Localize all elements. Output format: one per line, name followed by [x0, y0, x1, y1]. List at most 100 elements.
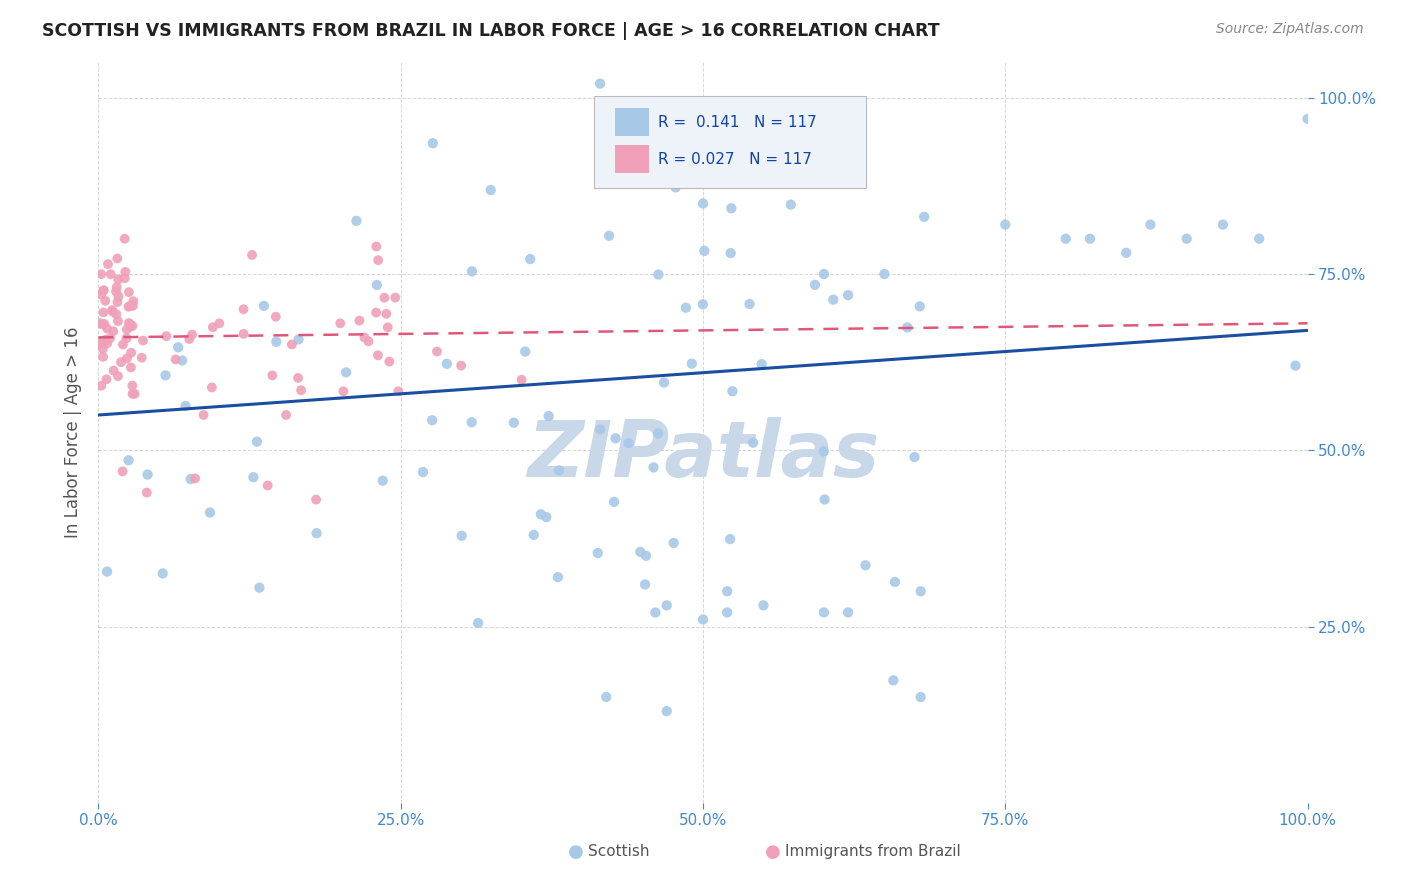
- Point: [111, 464, 134, 478]
- Point: [371, 474, 394, 488]
- Point: [628, 545, 651, 559]
- Point: [167, 340, 190, 354]
- Point: [94, 293, 117, 308]
- Bar: [614, 108, 648, 136]
- Point: [652, 376, 675, 390]
- Point: [242, 470, 264, 484]
- Point: [97, 257, 120, 271]
- Point: [502, 416, 524, 430]
- Point: [172, 353, 194, 368]
- Point: [103, 363, 125, 377]
- Point: [908, 299, 931, 313]
- Point: [1284, 359, 1306, 373]
- Point: [823, 293, 845, 307]
- Point: [595, 690, 617, 704]
- Point: [537, 409, 560, 423]
- Point: [305, 492, 328, 507]
- Point: [479, 183, 502, 197]
- Point: [184, 471, 207, 485]
- Point: [896, 320, 918, 334]
- Point: [90, 378, 112, 392]
- Point: [122, 294, 145, 309]
- Point: [813, 606, 835, 620]
- Point: [90, 267, 112, 281]
- Point: [665, 180, 688, 194]
- Point: [114, 265, 136, 279]
- Point: [387, 384, 409, 399]
- Point: [107, 272, 129, 286]
- Point: [523, 528, 546, 542]
- Point: [752, 599, 775, 613]
- Point: [155, 368, 177, 383]
- Text: Scottish: Scottish: [588, 845, 650, 859]
- Point: [1249, 232, 1271, 246]
- Point: [103, 324, 125, 338]
- Point: [422, 136, 444, 151]
- Point: [107, 314, 129, 328]
- Point: [605, 431, 627, 445]
- Point: [647, 268, 669, 282]
- Bar: [614, 145, 648, 173]
- Point: [994, 218, 1017, 232]
- Point: [114, 271, 136, 285]
- Point: [181, 327, 204, 342]
- Point: [813, 492, 835, 507]
- Point: [253, 299, 276, 313]
- Text: R =  0.141   N = 117: R = 0.141 N = 117: [658, 115, 817, 130]
- Point: [367, 348, 389, 362]
- Point: [366, 277, 388, 292]
- Point: [249, 581, 271, 595]
- Point: [91, 284, 114, 298]
- Point: [132, 334, 155, 348]
- Text: ●: ●: [568, 843, 583, 861]
- Point: [373, 291, 395, 305]
- Point: [353, 330, 375, 344]
- Point: [93, 283, 115, 297]
- Point: [436, 357, 458, 371]
- Point: [266, 334, 288, 349]
- Point: [367, 253, 389, 268]
- Point: [910, 690, 932, 704]
- Point: [882, 673, 904, 688]
- Point: [115, 331, 138, 345]
- Point: [329, 316, 352, 330]
- Point: [174, 399, 197, 413]
- Point: [644, 606, 666, 620]
- Point: [692, 612, 714, 626]
- Point: [346, 214, 368, 228]
- Point: [589, 422, 612, 436]
- Point: [903, 450, 925, 464]
- Point: [107, 369, 129, 384]
- Point: [93, 305, 115, 319]
- Point: [510, 373, 533, 387]
- Point: [96, 321, 118, 335]
- Point: [655, 704, 678, 718]
- Point: [201, 320, 224, 334]
- Point: [281, 337, 304, 351]
- Point: [450, 359, 472, 373]
- Point: [155, 329, 177, 343]
- Point: [461, 415, 484, 429]
- Point: [837, 606, 859, 620]
- Point: [107, 289, 129, 303]
- Point: [120, 319, 142, 334]
- Point: [101, 303, 124, 318]
- Point: [100, 267, 122, 281]
- Point: [384, 291, 406, 305]
- Point: [117, 453, 139, 467]
- Point: [837, 288, 859, 302]
- Point: [378, 354, 401, 368]
- Point: [1054, 232, 1077, 246]
- Point: [111, 337, 134, 351]
- Text: ZIPatlas: ZIPatlas: [527, 417, 879, 493]
- Point: [716, 584, 738, 599]
- Point: [105, 280, 128, 294]
- Point: [603, 495, 626, 509]
- Point: [349, 313, 371, 327]
- Point: [813, 444, 835, 458]
- Point: [655, 599, 678, 613]
- Point: [91, 350, 114, 364]
- Point: [1139, 218, 1161, 232]
- Y-axis label: In Labor Force | Age > 16: In Labor Force | Age > 16: [65, 326, 83, 539]
- Point: [90, 317, 112, 331]
